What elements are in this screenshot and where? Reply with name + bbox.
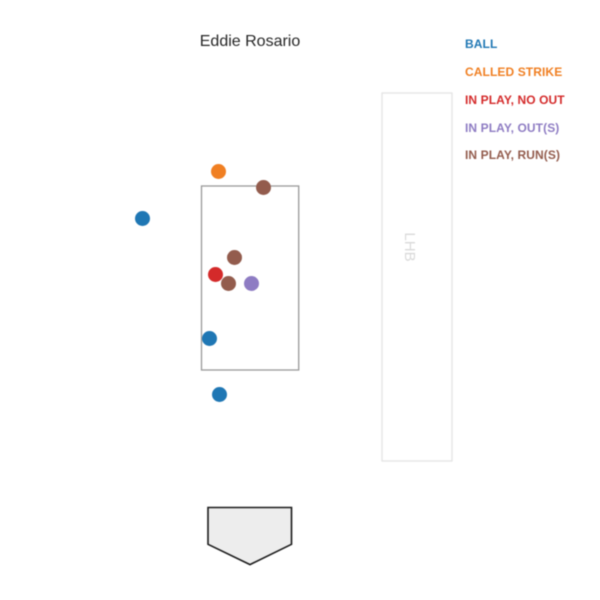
svg-text:LHB: LHB (401, 232, 418, 261)
